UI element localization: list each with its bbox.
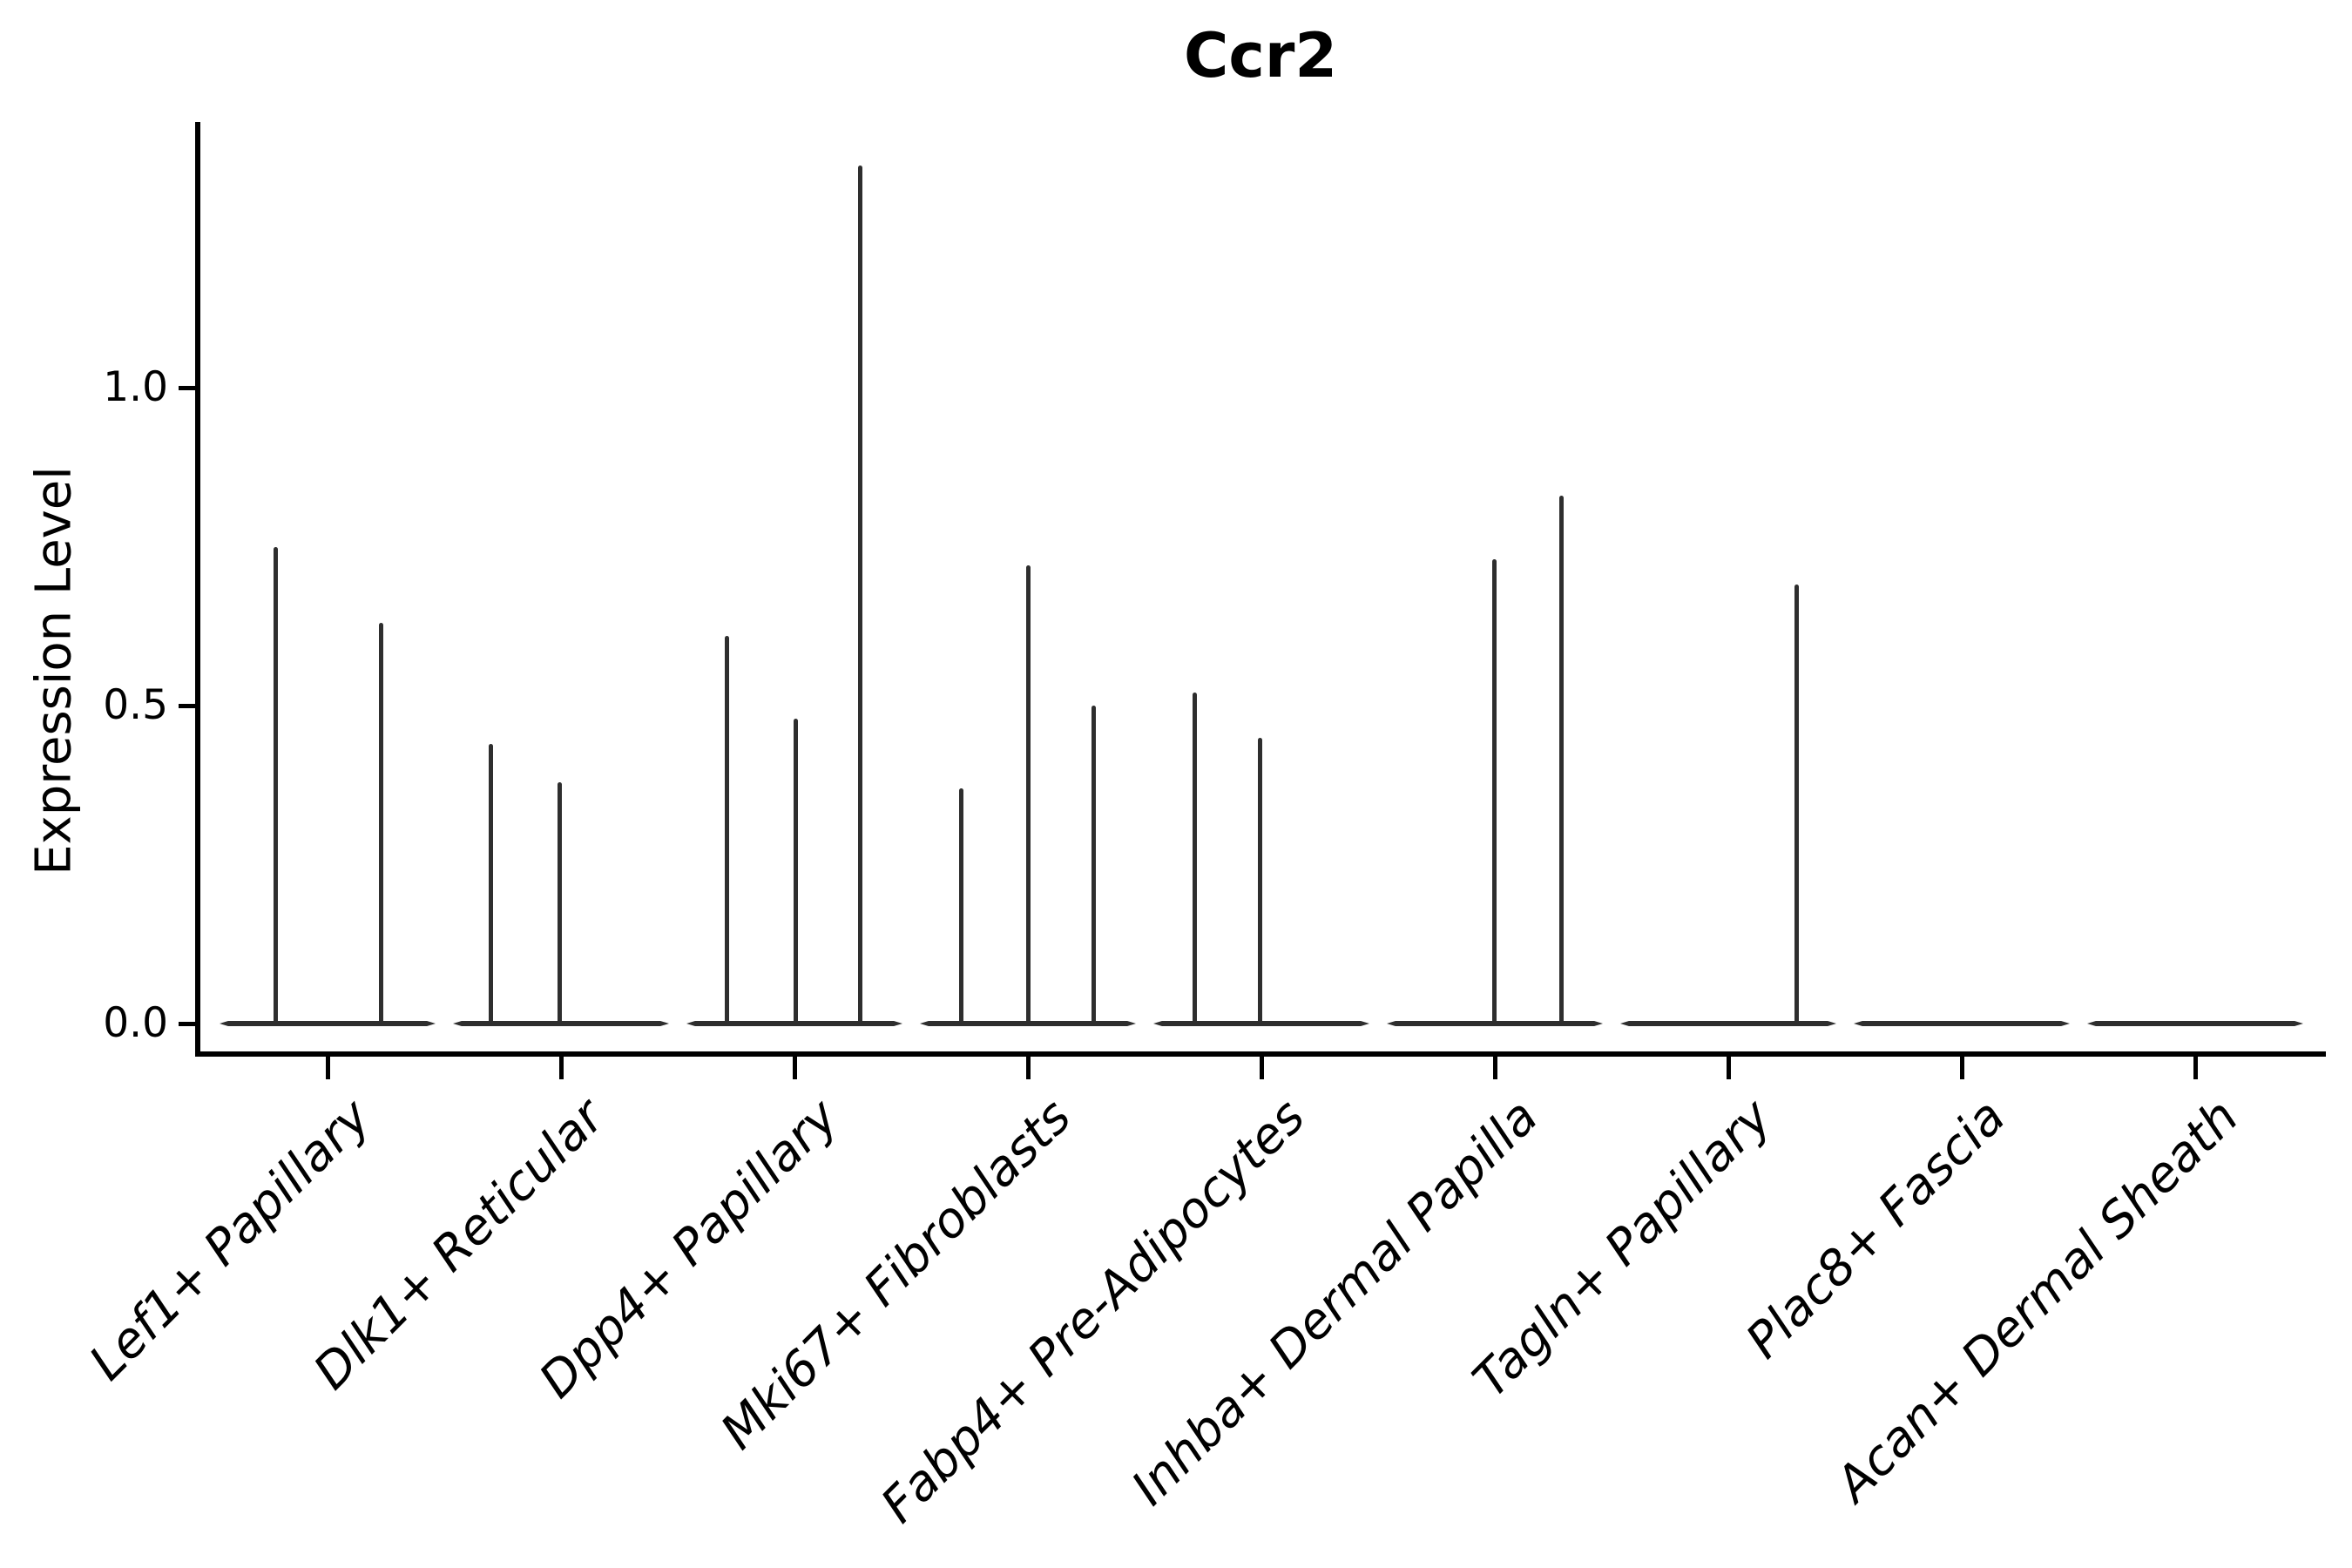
- y-tick-label: 1.0: [103, 363, 168, 411]
- x-tick: [2193, 1057, 2198, 1079]
- violin-spike: [1091, 706, 1096, 1024]
- violin-body: [1854, 1021, 2070, 1026]
- violin-spike: [378, 623, 383, 1024]
- x-tick-label: Inhba+ Dermal Papilla: [1121, 1088, 1550, 1517]
- violin-body: [1153, 1021, 1369, 1026]
- violin-body: [2087, 1021, 2303, 1026]
- violin-spike: [488, 743, 493, 1024]
- y-tick-label: 0.0: [103, 999, 168, 1047]
- y-tick: [179, 1021, 198, 1026]
- y-tick: [179, 385, 198, 390]
- violin-body: [1620, 1021, 1836, 1026]
- violin-body: [220, 1021, 436, 1026]
- y-axis-label: Expression Level: [25, 466, 83, 875]
- violin-spike: [857, 165, 862, 1024]
- x-axis-spine: [195, 1051, 2326, 1057]
- x-tick: [1492, 1057, 1497, 1079]
- x-tick-label: Acan+ Dermal Sheath: [1825, 1088, 2250, 1513]
- violin-spike: [557, 781, 562, 1024]
- violin-body: [686, 1021, 902, 1026]
- chart-title: Ccr2: [1183, 20, 1338, 91]
- y-tick-label: 0.5: [103, 681, 168, 729]
- violin-spike: [793, 718, 798, 1024]
- violin-spike: [958, 787, 963, 1024]
- violin-body: [920, 1021, 1136, 1026]
- violin-body: [453, 1021, 669, 1026]
- violin-body: [1387, 1021, 1603, 1026]
- violin-spike: [1794, 585, 1799, 1024]
- x-tick: [1259, 1057, 1264, 1079]
- violin-spike: [273, 546, 278, 1024]
- violin-spike: [1257, 737, 1262, 1024]
- y-tick: [179, 703, 198, 708]
- violin-spike: [1025, 565, 1031, 1024]
- violin-spike: [1192, 693, 1197, 1024]
- y-axis-spine: [195, 122, 200, 1057]
- violin-spike: [1491, 559, 1497, 1024]
- x-tick-label: Fabp4+ Pre-Adipocytes: [870, 1088, 1316, 1534]
- x-tick: [325, 1057, 330, 1079]
- violin-spike: [1558, 496, 1564, 1024]
- x-tick: [558, 1057, 564, 1079]
- x-tick: [1726, 1057, 1731, 1079]
- x-tick: [1025, 1057, 1031, 1079]
- x-tick: [792, 1057, 797, 1079]
- violin-spike: [724, 635, 729, 1024]
- x-tick: [1959, 1057, 1964, 1079]
